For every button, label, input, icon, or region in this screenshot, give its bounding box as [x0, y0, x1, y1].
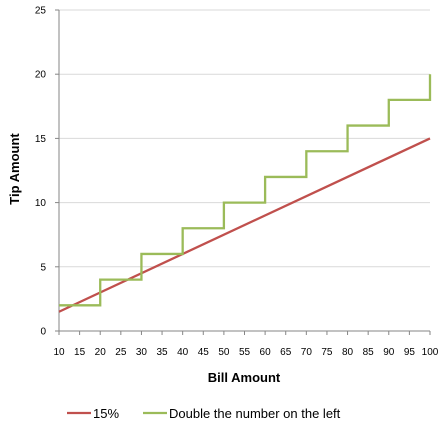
- y-axis-ticks: 0 5 10 15 20 25: [35, 6, 47, 338]
- x-tick-label: 30: [136, 347, 148, 358]
- gridlines: [59, 9, 430, 268]
- x-axis-title: Bill Amount: [208, 370, 281, 385]
- legend-label: 15%: [93, 406, 119, 421]
- legend-label: Double the number on the left: [169, 406, 341, 421]
- x-tick-label: 65: [280, 347, 292, 358]
- x-tick-label: 45: [198, 347, 210, 358]
- legend: 15% Double the number on the left: [67, 406, 341, 421]
- x-tick-label: 60: [260, 347, 272, 358]
- x-tick-label: 40: [177, 347, 189, 358]
- x-tick-label: 20: [95, 347, 107, 358]
- x-axis-ticks: 10 15 20 25 30 35 40 45 50 55 60 65 70 75 80 85 90 95 100: [53, 347, 438, 358]
- x-tick-label: 15: [74, 347, 86, 358]
- y-tick-label: 5: [40, 262, 46, 273]
- legend-item-1: Double the number on the left: [143, 406, 341, 421]
- x-tick-label: 80: [342, 347, 354, 358]
- x-tick-label: 85: [363, 347, 375, 358]
- y-axis-title: Tip Amount: [7, 133, 22, 205]
- x-tick-label: 100: [422, 347, 439, 358]
- x-tick-label: 25: [115, 347, 127, 358]
- plot-area: [58, 74, 432, 313]
- x-tick-label: 10: [53, 347, 65, 358]
- x-tick-label: 70: [301, 347, 313, 358]
- series-line-1: [59, 74, 432, 307]
- x-tick-label: 35: [156, 347, 168, 358]
- x-tick-label: 95: [404, 347, 416, 358]
- series-line-0: [58, 137, 431, 313]
- y-tick-label: 20: [35, 70, 47, 81]
- axes: [55, 9, 431, 335]
- y-tick-label: 0: [40, 327, 46, 338]
- x-tick-label: 90: [383, 347, 395, 358]
- y-tick-label: 10: [35, 198, 47, 209]
- y-tick-label: 25: [35, 6, 47, 17]
- x-tick-label: 50: [218, 347, 230, 358]
- y-tick-label: 15: [35, 134, 47, 145]
- x-tick-label: 75: [321, 347, 333, 358]
- legend-item-0: 15%: [67, 406, 119, 421]
- x-tick-label: 55: [239, 347, 251, 358]
